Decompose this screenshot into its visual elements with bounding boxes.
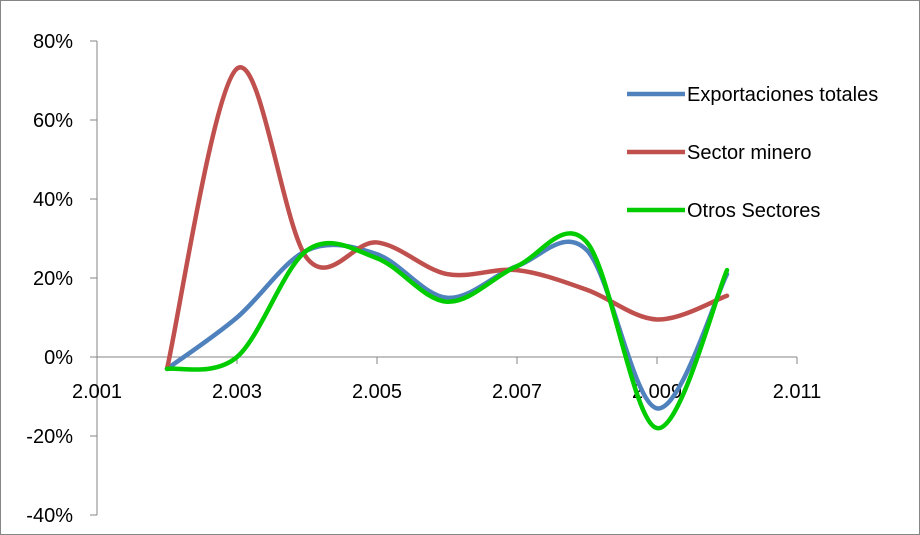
y-tick-label: -40% (26, 505, 73, 527)
series-line-sector-minero (164, 65, 730, 372)
axes-layer: 80% 60% 40% 20% 0% -20% -40% 2.001 2.003 2.005 2.0… (26, 31, 821, 527)
legend: Exportaciones totales Sector minero Otros … (627, 84, 878, 222)
y-tick-label: 60% (33, 110, 73, 132)
y-tick-label: 0% (44, 347, 73, 369)
x-tick-label: 2.001 (72, 381, 122, 403)
legend-label-sector-minero: Sector minero (687, 142, 812, 164)
x-tick-label: 2.003 (212, 381, 262, 403)
y-tick-label: -20% (26, 426, 73, 448)
series-line-otros-sectores (164, 231, 730, 431)
y-tick-label: 80% (33, 31, 73, 53)
series-layer (164, 65, 730, 431)
x-tick-label: 2.005 (352, 381, 402, 403)
legend-label-otros-sectores: Otros Sectores (687, 200, 820, 222)
legend-label-exportaciones-totales: Exportaciones totales (687, 84, 878, 106)
series-line-exportaciones-totales (164, 239, 730, 411)
y-tick-label: 40% (33, 189, 73, 211)
x-tick-label: 2.011 (773, 381, 822, 403)
x-tick-label: 2.007 (492, 381, 542, 403)
y-tick-label: 20% (33, 268, 73, 290)
